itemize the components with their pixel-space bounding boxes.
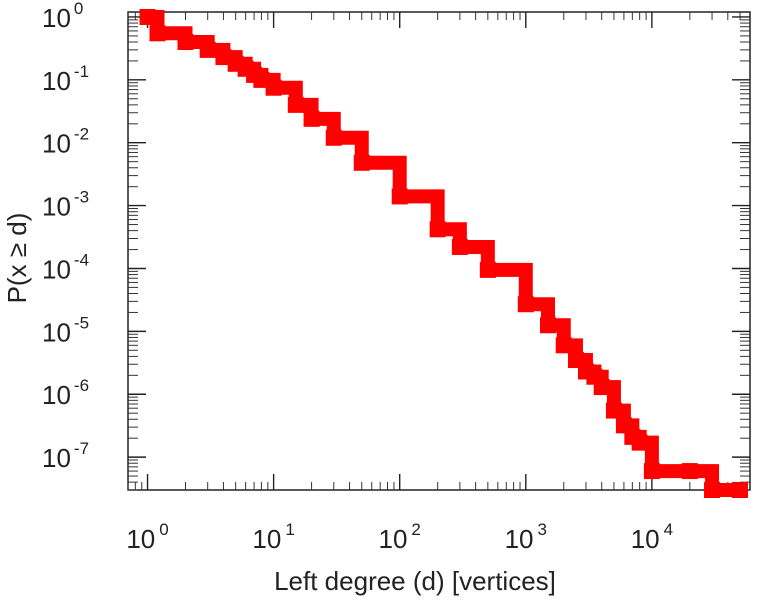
x-tick-labels: 10 0 10 1 10 2 10 3 10 4 xyxy=(126,520,673,554)
data-point-marker xyxy=(215,49,232,66)
data-point-marker xyxy=(177,34,194,51)
series-line xyxy=(147,9,741,497)
y-tick-label: 10 -4 xyxy=(42,250,89,284)
x-tick-label: 10 3 xyxy=(505,520,547,554)
data-point-marker xyxy=(643,463,660,480)
x-tick-label: 10 0 xyxy=(126,520,168,554)
data-point-marker xyxy=(391,188,408,205)
y-axis-label: P(x ≥ d) xyxy=(2,213,32,304)
data-point-marker xyxy=(704,482,721,498)
data-point-marker xyxy=(287,96,304,113)
data-point-marker xyxy=(451,238,468,255)
y-tick-label: 10 -5 xyxy=(42,313,89,347)
data-point-marker xyxy=(593,379,610,396)
x-tick-label: 10 1 xyxy=(252,520,294,554)
major-ticks xyxy=(128,12,750,490)
data-point-marker xyxy=(303,110,320,127)
x-tick-label: 10 4 xyxy=(631,520,673,554)
data-point-marker xyxy=(353,154,370,171)
y-tick-label: 10 -6 xyxy=(42,376,89,410)
data-point-marker xyxy=(681,463,698,480)
y-tick-label: 10 0 xyxy=(42,0,83,33)
y-tick-label: 10 -2 xyxy=(42,125,89,159)
data-point-marker xyxy=(253,71,270,88)
data-point-marker xyxy=(479,261,496,278)
data-point-marker xyxy=(199,41,216,58)
data-point-marker xyxy=(732,482,749,498)
data-series xyxy=(139,8,749,498)
data-point-marker xyxy=(517,296,534,313)
x-axis-label: Left degree (d) [vertices] xyxy=(274,566,556,596)
data-point-marker xyxy=(429,221,446,238)
data-point-marker xyxy=(555,337,572,354)
data-point-marker xyxy=(265,79,282,96)
x-tick-label: 10 2 xyxy=(379,520,421,554)
data-point-marker xyxy=(149,25,166,42)
y-tick-label: 10 -7 xyxy=(42,439,89,473)
y-tick-label: 10 -1 xyxy=(42,62,89,96)
minor-ticks xyxy=(127,12,750,491)
plot-frame xyxy=(127,11,751,491)
data-point-marker xyxy=(605,402,622,419)
data-point-marker xyxy=(539,317,556,334)
data-point-marker xyxy=(325,129,342,146)
data-point-marker xyxy=(139,8,156,25)
y-tick-label: 10 -3 xyxy=(42,188,89,222)
data-point-marker xyxy=(631,434,648,451)
